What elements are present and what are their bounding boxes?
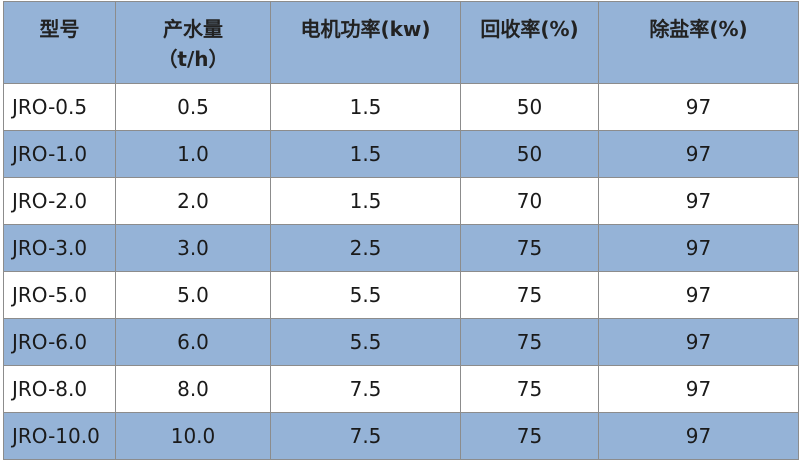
table-cell: 50 xyxy=(460,83,599,131)
table-row: JRO-2.0 2.0 1.5 70 97 xyxy=(3,177,799,225)
table-cell: 6.0 xyxy=(115,318,271,366)
spec-table: 型号 产水量 （t/h） 电机功率(kw) 回收率(%) 除盐率(%) JRO-0.5 0.… xyxy=(3,1,799,460)
table-cell: 5.0 xyxy=(115,271,271,319)
table-row: JRO-6.0 6.0 5.5 75 97 xyxy=(3,318,799,366)
table-cell: 97 xyxy=(598,271,799,319)
table-cell: 75 xyxy=(460,365,599,413)
table-cell: 10.0 xyxy=(115,412,271,460)
table-cell: 50 xyxy=(460,130,599,178)
table-cell: 97 xyxy=(598,83,799,131)
table-cell: 1.5 xyxy=(270,177,461,225)
table-row: JRO-0.5 0.5 1.5 50 97 xyxy=(3,83,799,131)
table-cell: 5.5 xyxy=(270,318,461,366)
table-cell: JRO-0.5 xyxy=(3,83,116,131)
table-cell: 8.0 xyxy=(115,365,271,413)
table-cell: 75 xyxy=(460,318,599,366)
header-text: （t/h） xyxy=(157,47,229,71)
header-text: 除盐率(%) xyxy=(649,17,748,41)
table-cell: 1.0 xyxy=(115,130,271,178)
table-cell: 75 xyxy=(460,271,599,319)
table-cell: 75 xyxy=(460,224,599,272)
table-cell: JRO-5.0 xyxy=(3,271,116,319)
table-cell: 97 xyxy=(598,412,799,460)
table-cell: 7.5 xyxy=(270,412,461,460)
header-text: 型号 xyxy=(39,17,80,41)
table-cell: 97 xyxy=(598,130,799,178)
header-cell: 产水量 （t/h） xyxy=(115,1,271,84)
table-cell: 70 xyxy=(460,177,599,225)
table-row: JRO-8.0 8.0 7.5 75 97 xyxy=(3,365,799,413)
table-cell: JRO-10.0 xyxy=(3,412,116,460)
table-row: JRO-3.0 3.0 2.5 75 97 xyxy=(3,224,799,272)
table-row: JRO-1.0 1.0 1.5 50 97 xyxy=(3,130,799,178)
header-cell: 电机功率(kw) xyxy=(270,1,461,84)
header-text: 产水量 xyxy=(163,17,223,41)
table-cell: JRO-1.0 xyxy=(3,130,116,178)
table-cell: 97 xyxy=(598,177,799,225)
table-cell: 5.5 xyxy=(270,271,461,319)
table-cell: 0.5 xyxy=(115,83,271,131)
header-cell: 回收率(%) xyxy=(460,1,599,84)
table-cell: 2.0 xyxy=(115,177,271,225)
table-cell: JRO-6.0 xyxy=(3,318,116,366)
table-cell: 97 xyxy=(598,318,799,366)
table-cell: JRO-3.0 xyxy=(3,224,116,272)
table-cell: 3.0 xyxy=(115,224,271,272)
table-row: JRO-10.0 10.0 7.5 75 97 xyxy=(3,412,799,460)
header-text: 回收率(%) xyxy=(480,17,579,41)
header-cell: 除盐率(%) xyxy=(598,1,799,84)
table-cell: 2.5 xyxy=(270,224,461,272)
table-cell: 75 xyxy=(460,412,599,460)
table-cell: 97 xyxy=(598,224,799,272)
table-row: JRO-5.0 5.0 5.5 75 97 xyxy=(3,271,799,319)
table-cell: 97 xyxy=(598,365,799,413)
table-cell: 7.5 xyxy=(270,365,461,413)
header-cell: 型号 xyxy=(3,1,116,84)
table-cell: JRO-8.0 xyxy=(3,365,116,413)
table-cell: 1.5 xyxy=(270,130,461,178)
header-row: 型号 产水量 （t/h） 电机功率(kw) 回收率(%) 除盐率(%) xyxy=(3,1,799,84)
header-text: 电机功率(kw) xyxy=(300,17,431,41)
table-cell: 1.5 xyxy=(270,83,461,131)
table-cell: JRO-2.0 xyxy=(3,177,116,225)
